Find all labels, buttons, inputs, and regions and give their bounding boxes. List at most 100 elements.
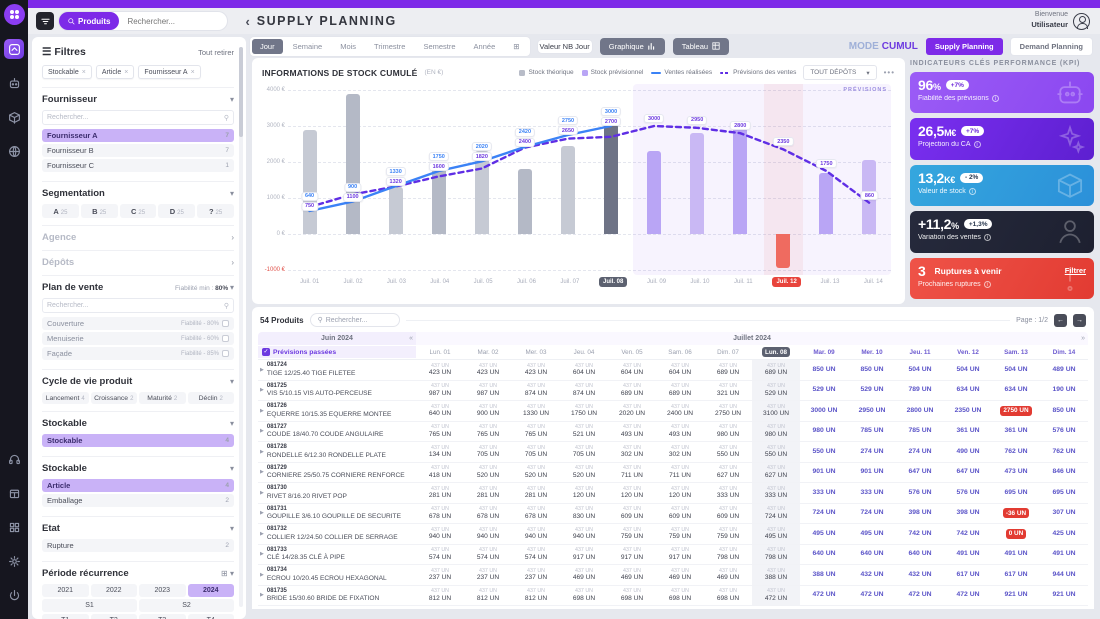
table-cell[interactable]: 437 UN 765 UN xyxy=(428,424,452,438)
table-cell-forecast[interactable]: 432 UN xyxy=(860,570,884,578)
table-cell[interactable]: 437 UN 609 UN xyxy=(668,506,692,520)
chevron-down-icon[interactable]: ▾ xyxy=(229,464,234,473)
expand-row-icon[interactable]: ▶ xyxy=(260,530,264,537)
table-cell[interactable]: 437 UN 678 UN xyxy=(476,506,500,520)
table-cell[interactable]: 437 UN 812 UN xyxy=(524,588,548,602)
table-cell[interactable]: 437 UN 980 UN xyxy=(752,421,800,441)
table-cell[interactable]: 437 UN 281 UN xyxy=(524,485,548,499)
kpi-card-variation-des-ventes[interactable]: +11,2% +1,3% Variation des ventes i xyxy=(910,211,1094,253)
chevron-right-icon[interactable]: › xyxy=(231,233,234,242)
filters-scrollbar[interactable] xyxy=(239,47,243,607)
table-cell[interactable]: 437 UN 529 UN xyxy=(752,380,800,400)
bar-stock-theorique[interactable] xyxy=(604,124,619,234)
table-cell-forecast[interactable]: 921 UN xyxy=(1004,591,1028,599)
bar-stock-theorique[interactable] xyxy=(560,145,575,234)
table-cell[interactable]: 437 UN 604 UN xyxy=(668,362,692,376)
bar-stock-theorique[interactable] xyxy=(431,162,446,234)
table-cell-forecast[interactable]: 742 UN xyxy=(956,529,980,537)
table-cell-forecast[interactable]: 640 UN xyxy=(812,550,836,558)
expand-row-icon[interactable]: ▶ xyxy=(260,510,264,517)
segmentation-option[interactable]: C 25 xyxy=(119,204,157,218)
x-axis-day[interactable]: Juil. 01 xyxy=(300,279,320,285)
table-cell-forecast[interactable]: 2950 UN xyxy=(858,406,886,414)
expand-month-icon[interactable]: » xyxy=(1081,334,1085,342)
kpi-card-projection-du-ca[interactable]: 26,5M€ +7% Projection du CA i xyxy=(910,118,1094,160)
table-cell[interactable]: 437 UN 759 UN xyxy=(620,526,644,540)
plan-vente-option[interactable]: Façade Fiabilité - 85% xyxy=(42,347,234,360)
day-column-header[interactable]: Mer. 10 xyxy=(861,348,883,356)
table-cell[interactable]: 437 UN 2400 UN xyxy=(666,403,694,417)
table-cell-forecast[interactable]: 3000 UN xyxy=(810,406,838,414)
back-chevron[interactable]: ‹ xyxy=(245,13,250,29)
next-page-button[interactable]: → xyxy=(1073,313,1086,327)
prev-page-button[interactable]: ← xyxy=(1054,313,1067,327)
graph-view-button[interactable]: Graphique xyxy=(599,37,665,55)
user-avatar[interactable] xyxy=(1073,12,1090,30)
kpi-card-prochaines-ruptures[interactable]: 3 Ruptures à venir Prochaines ruptures i Fi… xyxy=(910,257,1094,300)
table-cell-forecast[interactable]: 489 UN xyxy=(1052,365,1076,373)
table-row[interactable]: ▶ 081728 RONDELLE 6/12.30 RONDELLE PLATE 43… xyxy=(258,442,1088,463)
table-cell-forecast[interactable]: 361 UN xyxy=(956,427,980,435)
more-options-icon[interactable]: ••• xyxy=(883,68,895,77)
x-axis-day[interactable]: Juil. 13 xyxy=(820,279,840,285)
day-column-header[interactable]: Mar. 09 xyxy=(813,348,835,356)
table-cell-forecast[interactable]: 274 UN xyxy=(908,447,932,455)
day-column-header[interactable]: Ven. 12 xyxy=(957,348,979,356)
table-cell[interactable]: 437 UN 120 UN xyxy=(572,485,596,499)
bar-stock-previsionnel[interactable] xyxy=(647,151,662,234)
table-cell-forecast[interactable]: 472 UN xyxy=(956,591,980,599)
table-cell-forecast[interactable]: 785 UN xyxy=(908,427,932,435)
semester-option[interactable]: S1 xyxy=(42,599,137,612)
table-cell[interactable]: 437 UN 987 UN xyxy=(428,383,452,397)
table-cell[interactable]: 437 UN 302 UN xyxy=(668,444,692,458)
bar-stock-previsionnel[interactable] xyxy=(776,234,791,269)
day-column-header[interactable]: Dim. 14 xyxy=(1052,348,1076,356)
table-cell[interactable]: 437 UN 689 UN xyxy=(620,383,644,397)
table-cell[interactable]: 437 UN 281 UN xyxy=(476,485,500,499)
rail-active-app-icon[interactable] xyxy=(4,39,24,59)
table-cell-forecast[interactable]: 472 UN xyxy=(908,591,932,599)
table-cell-forecast[interactable]: 491 UN xyxy=(1052,550,1076,558)
table-cell[interactable]: 437 UN 604 UN xyxy=(572,362,596,376)
info-icon[interactable]: i xyxy=(973,141,981,149)
table-cell[interactable]: 437 UN 705 UN xyxy=(476,444,500,458)
collapse-month-icon[interactable]: « xyxy=(409,334,413,342)
table-cell-forecast[interactable]: 980 UN xyxy=(812,427,836,435)
table-cell[interactable]: 437 UN 765 UN xyxy=(524,424,548,438)
table-cell-forecast[interactable]: 495 UN xyxy=(812,529,836,537)
table-cell[interactable]: 437 UN 521 UN xyxy=(572,424,596,438)
table-cell[interactable]: 437 UN 698 UN xyxy=(572,588,596,602)
table-cell-forecast[interactable]: 504 UN xyxy=(908,365,932,373)
table-cell[interactable]: 437 UN 120 UN xyxy=(668,485,692,499)
bar-stock-theorique[interactable] xyxy=(388,187,403,234)
table-cell[interactable]: 437 UN 689 UN xyxy=(668,383,692,397)
table-cell[interactable]: 437 UN 472 UN xyxy=(752,585,800,605)
table-cell-forecast[interactable]: 504 UN xyxy=(956,365,980,373)
table-cell[interactable]: 437 UN 418 UN xyxy=(428,465,452,479)
table-cell-forecast[interactable]: 695 UN xyxy=(1004,488,1028,496)
brand-logo-icon[interactable] xyxy=(3,4,25,25)
package-icon[interactable] xyxy=(4,107,24,127)
table-cell[interactable]: 437 UN 574 UN xyxy=(476,547,500,561)
table-cell-forecast[interactable]: 846 UN xyxy=(1052,468,1076,476)
table-cell[interactable]: 437 UN 917 UN xyxy=(572,547,596,561)
x-axis-day[interactable]: Juil. 02 xyxy=(343,279,363,285)
period-option[interactable]: Semestre xyxy=(423,41,456,51)
info-icon[interactable]: i xyxy=(983,234,991,242)
x-axis-day[interactable]: Juil. 11 xyxy=(733,279,753,285)
expand-row-icon[interactable]: ▶ xyxy=(260,387,264,394)
table-cell-forecast[interactable]: 472 UN xyxy=(860,591,884,599)
table-cell-forecast[interactable]: 2800 UN xyxy=(906,406,934,414)
table-cell-forecast[interactable]: 647 UN xyxy=(908,468,932,476)
table-row[interactable]: ▶ 081732 COLLIER 12/24.50 COLLIER DE SERRA… xyxy=(258,524,1088,545)
table-cell[interactable]: 437 UN 640 UN xyxy=(428,403,452,417)
past-forecasts-checkbox[interactable]: ✓ xyxy=(262,348,270,356)
table-cell[interactable]: 437 UN 689 UN xyxy=(752,360,800,380)
table-cell[interactable]: 437 UN 705 UN xyxy=(572,444,596,458)
day-column-header[interactable]: Sam. 13 xyxy=(1004,348,1028,356)
table-cell[interactable]: 437 UN 120 UN xyxy=(620,485,644,499)
table-cell[interactable]: 437 UN 423 UN xyxy=(428,362,452,376)
day-column-header[interactable]: Jeu. 04 xyxy=(573,348,595,356)
table-cell[interactable]: 437 UN 900 UN xyxy=(476,403,500,417)
